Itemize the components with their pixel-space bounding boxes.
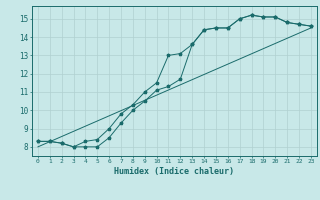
X-axis label: Humidex (Indice chaleur): Humidex (Indice chaleur)	[115, 167, 234, 176]
